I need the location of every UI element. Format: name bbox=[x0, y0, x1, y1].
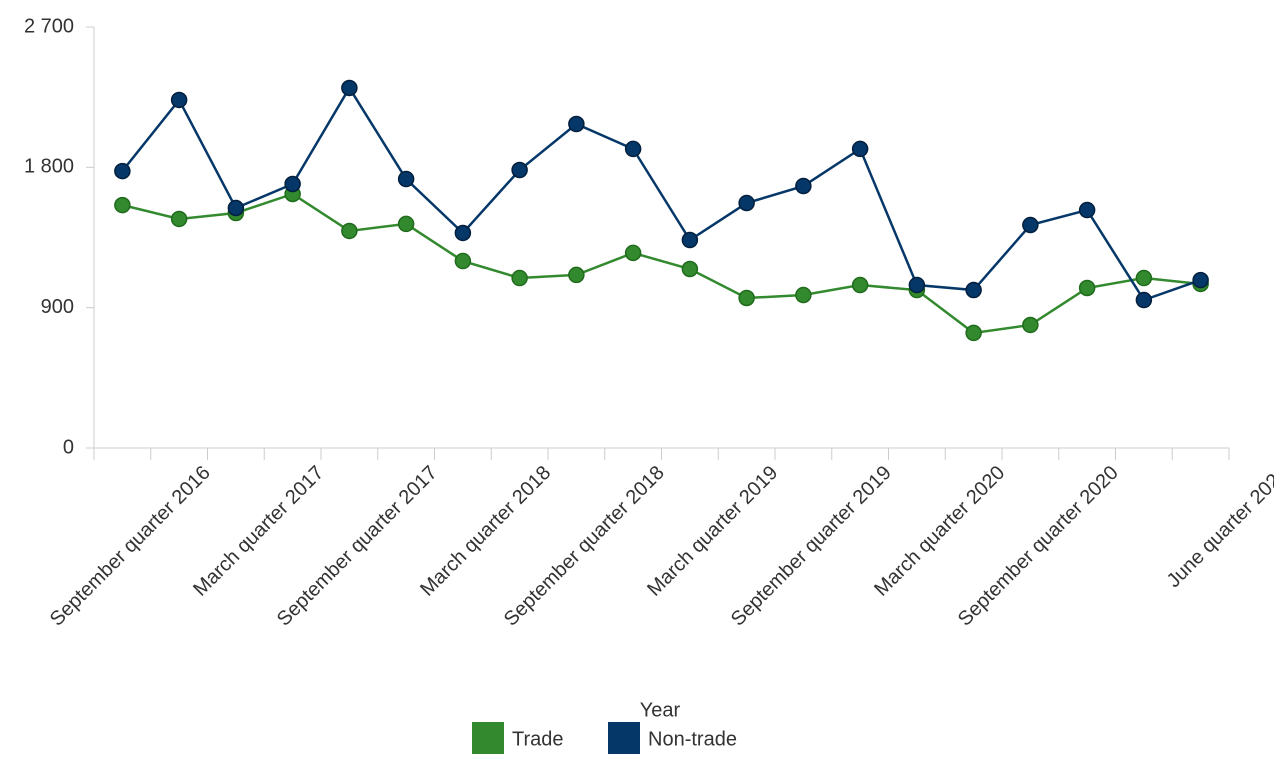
point bbox=[624, 244, 642, 262]
point bbox=[454, 224, 472, 242]
point bbox=[568, 266, 585, 284]
y-tick-label: 1 800 bbox=[24, 156, 74, 178]
point bbox=[454, 252, 472, 270]
y-tick-label: 2 700 bbox=[24, 15, 74, 37]
point bbox=[1022, 216, 1039, 234]
point bbox=[624, 140, 642, 158]
legend-swatch bbox=[472, 722, 504, 754]
point bbox=[1022, 316, 1039, 334]
point bbox=[965, 324, 982, 342]
point bbox=[114, 196, 131, 214]
point bbox=[341, 222, 358, 240]
legend-label: Trade bbox=[512, 728, 564, 750]
point bbox=[511, 269, 528, 287]
series-line bbox=[122, 192, 1201, 335]
legend-label: Non-trade bbox=[648, 728, 737, 750]
point bbox=[1135, 269, 1153, 287]
point bbox=[908, 276, 926, 294]
point bbox=[681, 260, 699, 278]
point bbox=[397, 215, 415, 233]
point bbox=[284, 175, 301, 193]
y-tick-label: 900 bbox=[41, 296, 74, 318]
point bbox=[568, 115, 585, 133]
point bbox=[170, 210, 188, 228]
x-tick-label: September quarter 2016 bbox=[46, 462, 215, 631]
series-line bbox=[121, 85, 1202, 302]
point bbox=[795, 286, 812, 304]
y-tick-label: 0 bbox=[63, 436, 74, 458]
point bbox=[397, 170, 415, 188]
legend-swatch bbox=[608, 722, 640, 754]
point bbox=[738, 289, 755, 307]
point bbox=[170, 91, 188, 109]
point bbox=[681, 231, 699, 249]
point bbox=[114, 162, 131, 180]
point bbox=[1078, 279, 1096, 297]
point bbox=[851, 276, 869, 294]
point bbox=[1135, 291, 1153, 309]
x-tick-label: June quarter 2021 bbox=[1163, 462, 1274, 592]
legend-title: Year bbox=[640, 699, 681, 721]
point bbox=[341, 79, 358, 97]
point bbox=[851, 140, 869, 158]
point bbox=[1192, 271, 1209, 289]
point bbox=[227, 199, 245, 217]
point bbox=[795, 177, 812, 195]
point bbox=[965, 281, 982, 299]
point bbox=[1078, 201, 1096, 219]
point bbox=[511, 161, 528, 179]
point bbox=[738, 194, 755, 212]
